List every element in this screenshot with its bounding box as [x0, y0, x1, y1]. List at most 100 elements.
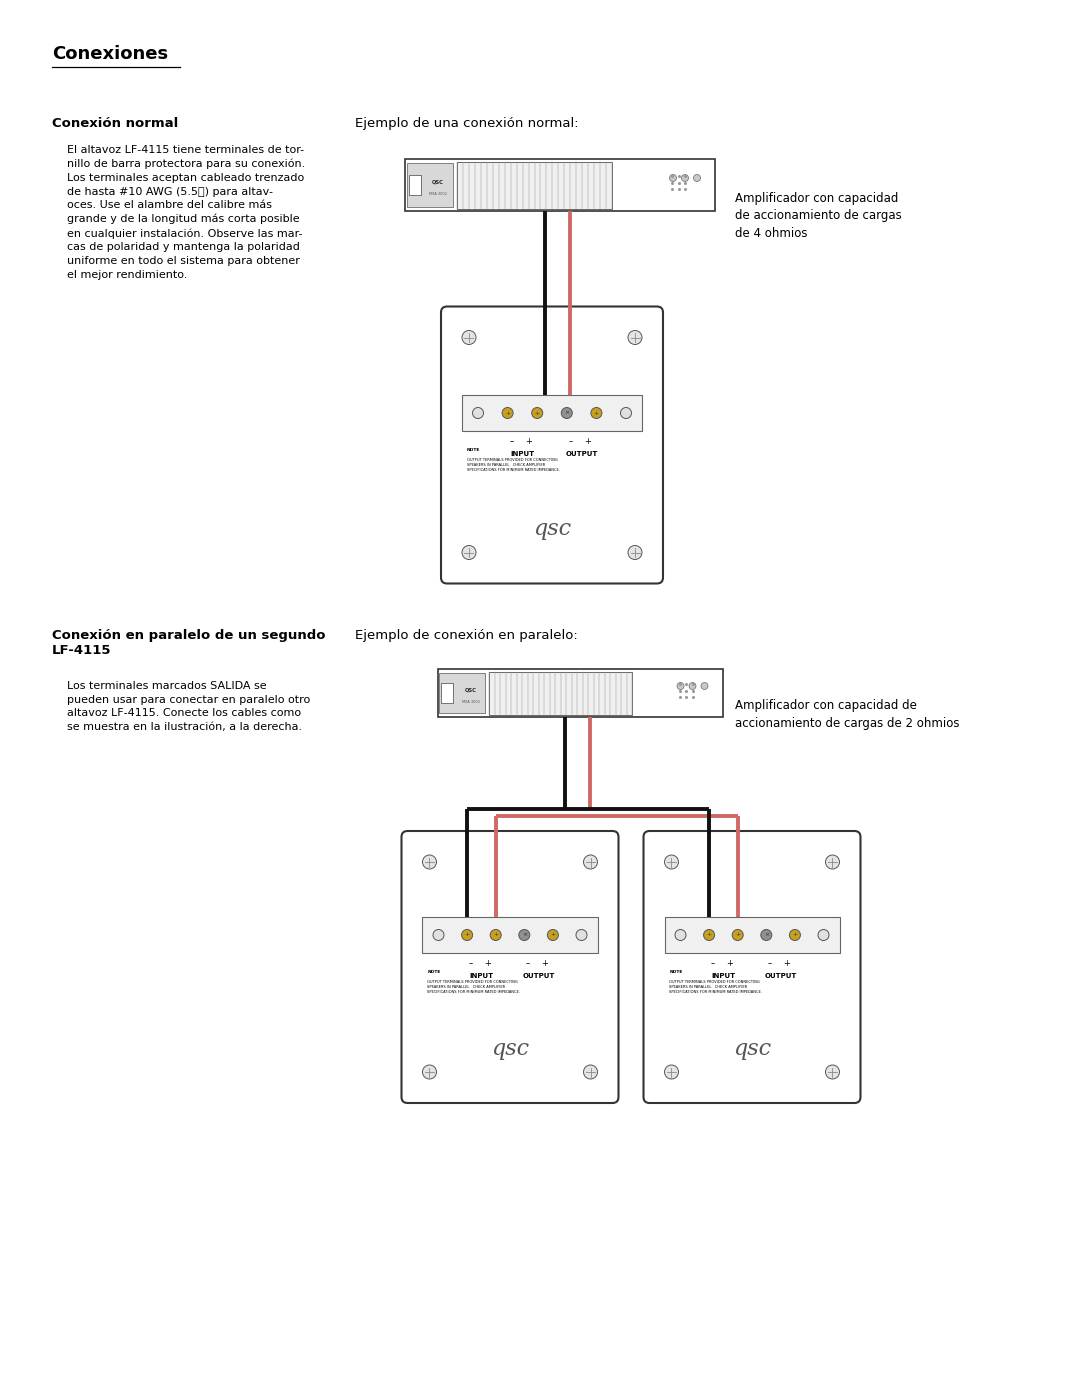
Circle shape — [518, 929, 530, 940]
FancyBboxPatch shape — [489, 672, 632, 714]
Circle shape — [591, 408, 602, 419]
FancyBboxPatch shape — [402, 831, 619, 1104]
Circle shape — [703, 929, 715, 940]
Circle shape — [583, 1065, 597, 1078]
Text: +: + — [584, 437, 591, 446]
Text: El altavoz LF-4115 tiene terminales de tor-
nillo de barra protectora para su co: El altavoz LF-4115 tiene terminales de t… — [67, 145, 306, 279]
Text: Ejemplo de conexión en paralelo:: Ejemplo de conexión en paralelo: — [355, 629, 578, 643]
Text: INPUT: INPUT — [511, 451, 535, 457]
Text: +: + — [505, 411, 510, 415]
FancyBboxPatch shape — [442, 683, 454, 703]
Text: NOTE: NOTE — [428, 970, 441, 974]
Text: –: – — [469, 958, 473, 968]
Circle shape — [461, 929, 473, 940]
Circle shape — [462, 331, 476, 345]
Text: OUTPUT: OUTPUT — [566, 451, 598, 457]
Text: qsc: qsc — [532, 518, 571, 541]
Text: OUTPUT TERMINALS PROVIDED FOR CONNECTING
SPEAKERS IN PARALLEL.  CHECK AMPLIFIER
: OUTPUT TERMINALS PROVIDED FOR CONNECTING… — [670, 981, 762, 995]
Text: MXA 3002: MXA 3002 — [429, 191, 447, 196]
Circle shape — [789, 929, 800, 940]
Text: MXA 3002: MXA 3002 — [461, 700, 480, 704]
Circle shape — [422, 1065, 436, 1078]
Circle shape — [562, 408, 572, 419]
Text: ×: × — [764, 933, 769, 937]
Text: –: – — [526, 958, 529, 968]
Text: +: + — [494, 933, 498, 937]
FancyBboxPatch shape — [437, 669, 723, 717]
Circle shape — [825, 855, 839, 869]
Text: –: – — [510, 437, 513, 446]
Text: QSC: QSC — [432, 179, 444, 184]
Circle shape — [664, 855, 678, 869]
FancyBboxPatch shape — [407, 163, 453, 207]
Text: +: + — [541, 958, 548, 968]
Circle shape — [689, 683, 696, 690]
Text: QSC: QSC — [464, 687, 476, 693]
Text: +: + — [735, 933, 740, 937]
Circle shape — [675, 929, 686, 940]
Circle shape — [433, 929, 444, 940]
Text: NOTE: NOTE — [670, 970, 683, 974]
Text: Conexiones: Conexiones — [52, 45, 168, 63]
Text: +: + — [793, 933, 797, 937]
Circle shape — [621, 408, 632, 419]
Circle shape — [681, 175, 689, 182]
Text: +: + — [551, 933, 555, 937]
Text: OUTPUT TERMINALS PROVIDED FOR CONNECTING
SPEAKERS IN PARALLEL.  CHECK AMPLIFIER
: OUTPUT TERMINALS PROVIDED FOR CONNECTING… — [428, 981, 521, 995]
FancyBboxPatch shape — [422, 916, 597, 953]
Text: +: + — [726, 958, 733, 968]
Text: +: + — [535, 411, 540, 415]
Circle shape — [472, 408, 484, 419]
Text: OUTPUT: OUTPUT — [765, 972, 797, 979]
Circle shape — [462, 545, 476, 560]
Circle shape — [818, 929, 829, 940]
Text: Conexión normal: Conexión normal — [52, 117, 178, 130]
Circle shape — [548, 929, 558, 940]
Text: ×: × — [564, 411, 569, 415]
Circle shape — [760, 929, 772, 940]
Circle shape — [825, 1065, 839, 1078]
Text: qsc: qsc — [491, 1038, 529, 1060]
Text: +: + — [525, 437, 531, 446]
Circle shape — [670, 175, 676, 182]
FancyBboxPatch shape — [405, 159, 715, 211]
Text: Ejemplo de una conexión normal:: Ejemplo de una conexión normal: — [355, 117, 579, 130]
Text: +: + — [706, 933, 712, 937]
Text: +: + — [783, 958, 791, 968]
FancyBboxPatch shape — [462, 395, 642, 432]
Circle shape — [627, 331, 642, 345]
Text: qsc: qsc — [733, 1038, 771, 1060]
Circle shape — [502, 408, 513, 419]
Text: Amplificador con capacidad de
accionamiento de cargas de 2 ohmios: Amplificador con capacidad de accionamie… — [735, 698, 959, 729]
Text: –: – — [568, 437, 572, 446]
Circle shape — [677, 683, 684, 690]
Text: OUTPUT: OUTPUT — [523, 972, 555, 979]
Circle shape — [583, 855, 597, 869]
Text: +: + — [464, 933, 470, 937]
FancyBboxPatch shape — [644, 831, 861, 1104]
Text: INPUT: INPUT — [712, 972, 735, 979]
Circle shape — [732, 929, 743, 940]
Text: NOTE: NOTE — [467, 448, 481, 453]
Text: +: + — [594, 411, 599, 415]
Text: Los terminales marcados SALIDA se
pueden usar para conectar en paralelo otro
alt: Los terminales marcados SALIDA se pueden… — [67, 680, 310, 732]
FancyBboxPatch shape — [457, 162, 612, 208]
Circle shape — [627, 545, 642, 560]
Circle shape — [531, 408, 543, 419]
Circle shape — [701, 683, 708, 690]
FancyBboxPatch shape — [440, 673, 486, 712]
Circle shape — [693, 175, 701, 182]
Circle shape — [490, 929, 501, 940]
Text: +: + — [484, 958, 490, 968]
FancyBboxPatch shape — [664, 916, 839, 953]
FancyBboxPatch shape — [441, 306, 663, 584]
Text: Amplificador con capacidad
de accionamiento de cargas
de 4 ohmios: Amplificador con capacidad de accionamie… — [735, 191, 902, 240]
Text: ×: × — [522, 933, 527, 937]
Circle shape — [576, 929, 588, 940]
Circle shape — [664, 1065, 678, 1078]
Text: –: – — [711, 958, 715, 968]
Circle shape — [422, 855, 436, 869]
Text: INPUT: INPUT — [470, 972, 494, 979]
Text: –: – — [768, 958, 772, 968]
Text: OUTPUT TERMINALS PROVIDED FOR CONNECTING
SPEAKERS IN PARALLEL.  CHECK AMPLIFIER
: OUTPUT TERMINALS PROVIDED FOR CONNECTING… — [467, 458, 559, 472]
